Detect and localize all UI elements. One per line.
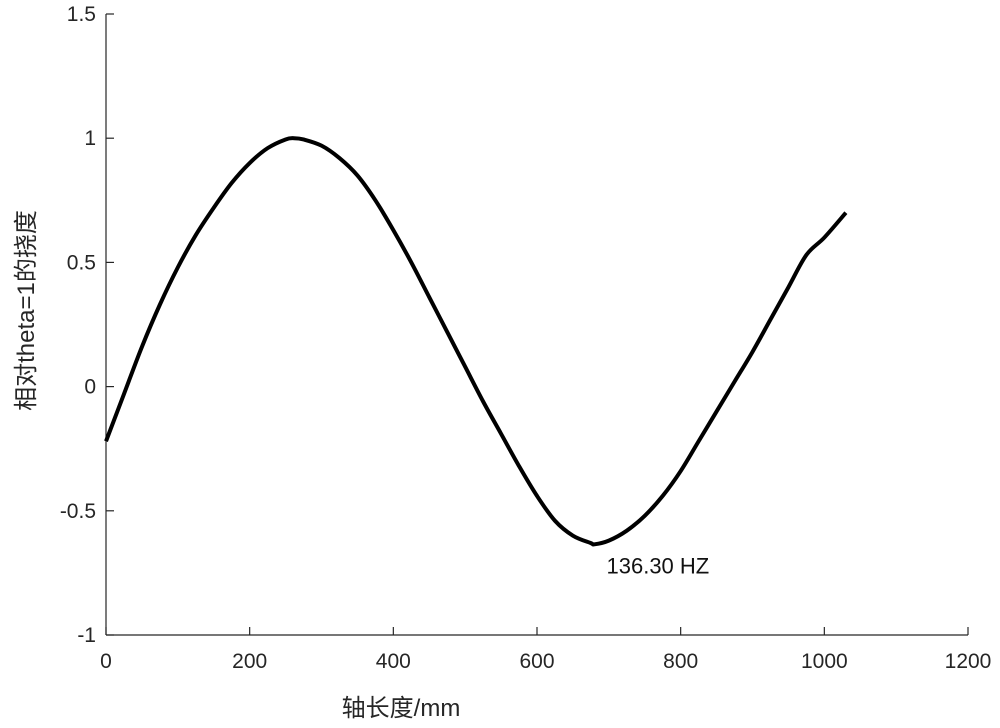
- axes: [105, 14, 968, 636]
- x-tick-label: 800: [663, 650, 698, 673]
- x-tick-label: 200: [232, 650, 267, 673]
- x-tick-label: 1000: [801, 650, 848, 673]
- y-tick-label: 1.5: [67, 3, 96, 26]
- x-axis-label: 轴长度/mm: [342, 695, 461, 722]
- y-tick-label: -0.5: [60, 500, 96, 523]
- x-tick-label: 1200: [945, 650, 992, 673]
- y-axis-ticks: -1 -0.5 0 0.5 1 1.5: [60, 3, 114, 647]
- series-layer: [104, 136, 848, 547]
- y-tick-label: 0: [84, 376, 96, 399]
- y-tick-label: -1: [77, 624, 96, 647]
- y-tick-label: 0.5: [67, 251, 96, 274]
- x-tick-label: 400: [376, 650, 411, 673]
- x-tick-label: 600: [519, 650, 554, 673]
- y-tick-label: 1: [84, 127, 96, 150]
- deflection-curve: [104, 136, 848, 547]
- x-axis-ticks: 0 200 400 600 800 1000 1200: [100, 627, 991, 673]
- x-tick-label: 0: [100, 650, 112, 673]
- y-axis-label: 相对theta=1的挠度: [13, 210, 40, 411]
- frequency-annotation: 136.30 HZ: [607, 553, 710, 578]
